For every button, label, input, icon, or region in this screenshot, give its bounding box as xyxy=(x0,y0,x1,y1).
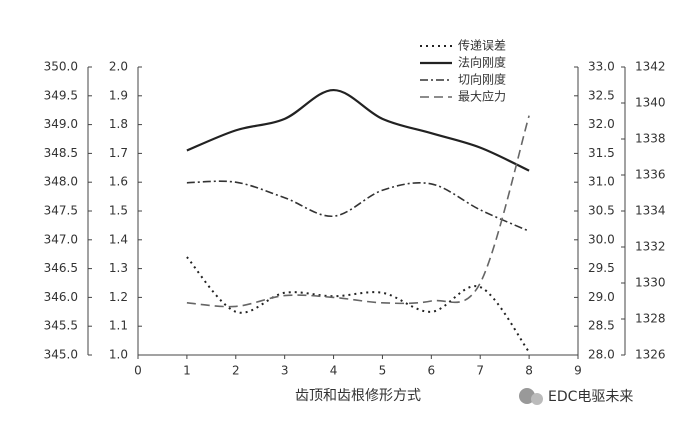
y-tick-label: 1342 xyxy=(635,60,666,74)
watermark: EDC电驱未来 xyxy=(548,389,633,405)
x-tick-label: 7 xyxy=(476,364,484,378)
y-tick-label: 31.0 xyxy=(588,175,615,189)
watermark-icon xyxy=(519,388,543,405)
legend-label: 传递误差 xyxy=(458,38,506,53)
y-tick-label: 30.5 xyxy=(588,204,615,218)
y-tick-label: 1328 xyxy=(635,312,666,326)
y-tick-label: 1326 xyxy=(635,348,666,362)
series-line xyxy=(186,88,530,172)
y-tick-label: 2.0 xyxy=(109,60,128,74)
legend-label: 法向刚度 xyxy=(458,55,506,70)
series-line xyxy=(186,180,530,232)
y-tick-label: 1.1 xyxy=(109,319,128,333)
y-tick-label: 1.8 xyxy=(109,117,128,131)
x-tick-label: 9 xyxy=(574,364,582,378)
x-tick-label: 4 xyxy=(330,364,338,378)
y-tick-label: 347.5 xyxy=(44,204,78,218)
y-tick-label: 29.5 xyxy=(588,261,615,275)
y-tick-label: 345.5 xyxy=(44,319,78,333)
x-tick-label: 6 xyxy=(428,364,436,378)
y-tick-label: 350.0 xyxy=(44,60,78,74)
y-tick-label: 32.5 xyxy=(588,88,615,102)
y-tick-label: 1332 xyxy=(635,240,666,254)
y-tick-label: 1.2 xyxy=(109,290,128,304)
y-tick-label: 345.0 xyxy=(44,348,78,362)
series-line xyxy=(186,256,530,353)
legend-label: 最大应力 xyxy=(458,89,506,104)
y-tick-label: 1.9 xyxy=(109,88,128,102)
x-tick-label: 2 xyxy=(232,364,240,378)
y-tick-label: 1334 xyxy=(635,204,666,218)
y-tick-label: 33.0 xyxy=(588,60,615,74)
y-tick-label: 1.6 xyxy=(109,175,128,189)
y-tick-label: 1.3 xyxy=(109,261,128,275)
y-tick-label: 347.0 xyxy=(44,232,78,246)
y-tick-label: 348.0 xyxy=(44,175,78,189)
y-tick-label: 1336 xyxy=(635,168,666,182)
legend-label: 切向刚度 xyxy=(458,72,506,87)
series-line xyxy=(186,115,530,308)
y-tick-label: 29.0 xyxy=(588,290,615,304)
y-tick-label: 348.5 xyxy=(44,146,78,160)
y-tick-label: 1.4 xyxy=(109,232,128,246)
y-tick-label: 349.5 xyxy=(44,88,78,102)
x-axis-label: 齿顶和齿根修形方式 xyxy=(295,388,421,404)
y-tick-label: 1.0 xyxy=(109,348,128,362)
y-tick-label: 349.0 xyxy=(44,117,78,131)
y-tick-label: 28.5 xyxy=(588,319,615,333)
x-tick-label: 1 xyxy=(183,364,191,378)
y-tick-label: 346.0 xyxy=(44,290,78,304)
y-tick-label: 1340 xyxy=(635,96,666,110)
y-tick-label: 28.0 xyxy=(588,348,615,362)
y-tick-label: 1.7 xyxy=(109,146,128,160)
x-tick-label: 0 xyxy=(134,364,142,378)
y-tick-label: 1338 xyxy=(635,132,666,146)
y-tick-label: 346.5 xyxy=(44,261,78,275)
y-tick-label: 31.5 xyxy=(588,146,615,160)
y-tick-label: 1.5 xyxy=(109,204,128,218)
y-tick-label: 1330 xyxy=(635,276,666,290)
y-tick-label: 32.0 xyxy=(588,117,615,131)
x-tick-label: 8 xyxy=(525,364,533,378)
x-tick-label: 3 xyxy=(281,364,289,378)
y-tick-label: 30.0 xyxy=(588,232,615,246)
x-tick-label: 5 xyxy=(379,364,387,378)
